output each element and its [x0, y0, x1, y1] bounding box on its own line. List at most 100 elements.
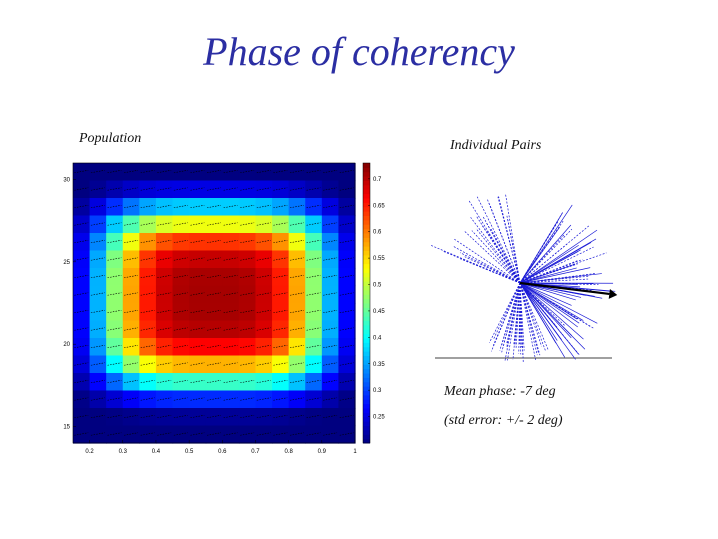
pair-phase-line [519, 282, 542, 347]
colorbar-segment [363, 198, 370, 203]
heatmap-cell [205, 215, 223, 234]
pair-phase-line [519, 219, 565, 284]
heatmap-cell [89, 408, 107, 427]
heatmap-cell [139, 425, 157, 444]
heatmap-cell [122, 163, 140, 182]
heatmap-cell [106, 215, 124, 234]
heatmap-cell [272, 198, 290, 217]
phase-tick [206, 344, 222, 349]
pair-phase-line [468, 199, 521, 284]
phase-tick [124, 344, 139, 349]
colorbar-segment [363, 390, 370, 396]
colorbar-segment [363, 320, 370, 326]
heatmap-cell [338, 268, 356, 287]
heatmap-cell [255, 285, 273, 304]
phase-tick [323, 187, 338, 191]
heatmap-cell [255, 215, 273, 234]
pair-phase-line [519, 282, 524, 357]
heatmap-cell [139, 163, 157, 182]
heatmap-cell [122, 180, 140, 199]
phase-tick [74, 274, 89, 279]
heatmap-cell [73, 268, 91, 287]
population-heatmap: 0.2 0.3 0.4 0.5 0.6 0.7 0.8 0.9 1 15 20 25 30 0.25 0.3… [63, 162, 385, 455]
colorbar-segment [363, 342, 370, 348]
heatmap-cell [255, 163, 273, 182]
colorbar-segment [363, 272, 370, 278]
phase-tick [173, 362, 188, 366]
phase-tick [173, 379, 188, 384]
colorbar-tick-label: 0.3 [373, 388, 382, 394]
heatmap-cell [338, 198, 356, 217]
phase-tick [157, 292, 172, 296]
heatmap-cell [106, 338, 124, 357]
heatmap-cell [321, 408, 340, 427]
heatmap-cell [288, 233, 306, 252]
phase-tick [206, 309, 222, 314]
heatmap-cell [238, 233, 257, 252]
heatmap-cell [238, 303, 257, 322]
heatmap-cell [255, 233, 273, 252]
phase-tick [173, 187, 188, 191]
phase-tick [323, 397, 338, 401]
heatmap-cell [122, 303, 140, 322]
pair-phase-line [506, 282, 521, 345]
heatmap-cell [238, 408, 257, 427]
heatmap-cell [89, 390, 107, 409]
x-tick-label: 0.4 [152, 449, 161, 455]
colorbar-segment [363, 276, 370, 282]
phase-tick [323, 222, 338, 226]
phase-tick [157, 257, 172, 261]
phase-tick [223, 239, 238, 244]
phase-tick [140, 362, 155, 366]
phase-tick [206, 379, 222, 384]
heatmap-cell [255, 425, 273, 444]
colorbar-segment [363, 394, 370, 400]
heatmap-cell [255, 355, 273, 374]
heatmap-cell [189, 303, 207, 322]
heatmap-cell [222, 408, 240, 427]
pair-phase-line [519, 282, 598, 324]
heatmap-cell [189, 268, 207, 287]
pair-phase-line [519, 282, 572, 306]
colorbar-segment [363, 167, 370, 173]
phase-tick [206, 292, 222, 296]
heatmap-cell [205, 250, 223, 269]
heatmap-cell [288, 303, 306, 322]
heatmap-cell [139, 338, 157, 357]
phase-tick [240, 414, 255, 419]
heatmap-cell [272, 180, 290, 199]
phase-tick [157, 204, 172, 209]
phase-tick [140, 309, 155, 314]
individual-pairs-polar-plot [430, 194, 618, 363]
phase-tick [273, 379, 288, 384]
heatmap-cell [122, 198, 140, 217]
heatmap-cell [255, 408, 273, 427]
phase-tick [140, 344, 155, 349]
phase-tick [190, 292, 205, 296]
heatmap-cell [73, 163, 91, 182]
pair-phase-line [430, 244, 521, 284]
phase-tick [256, 169, 271, 174]
heatmap-cell [288, 338, 306, 357]
phase-tick [306, 397, 321, 401]
phase-tick [74, 204, 89, 209]
heatmap-cell [272, 268, 290, 287]
pair-phase-line [519, 282, 576, 301]
heatmap-cell [172, 163, 190, 182]
phase-tick [306, 257, 321, 261]
heatmap-cell [272, 355, 290, 374]
phase-tick [240, 222, 255, 226]
heatmap-cell [321, 320, 340, 339]
heatmap-cell [172, 408, 190, 427]
heatmap-cell [321, 303, 340, 322]
phase-tick [289, 222, 304, 226]
heatmap-cell [238, 355, 257, 374]
colorbar-segment [363, 171, 370, 177]
heatmap-cell [305, 285, 323, 304]
phase-tick [74, 432, 89, 436]
heatmap-cell [205, 180, 223, 199]
colorbar-segment [363, 184, 370, 190]
heatmap-cell [139, 215, 157, 234]
phase-tick [339, 204, 354, 209]
colorbar-segment [363, 307, 370, 313]
